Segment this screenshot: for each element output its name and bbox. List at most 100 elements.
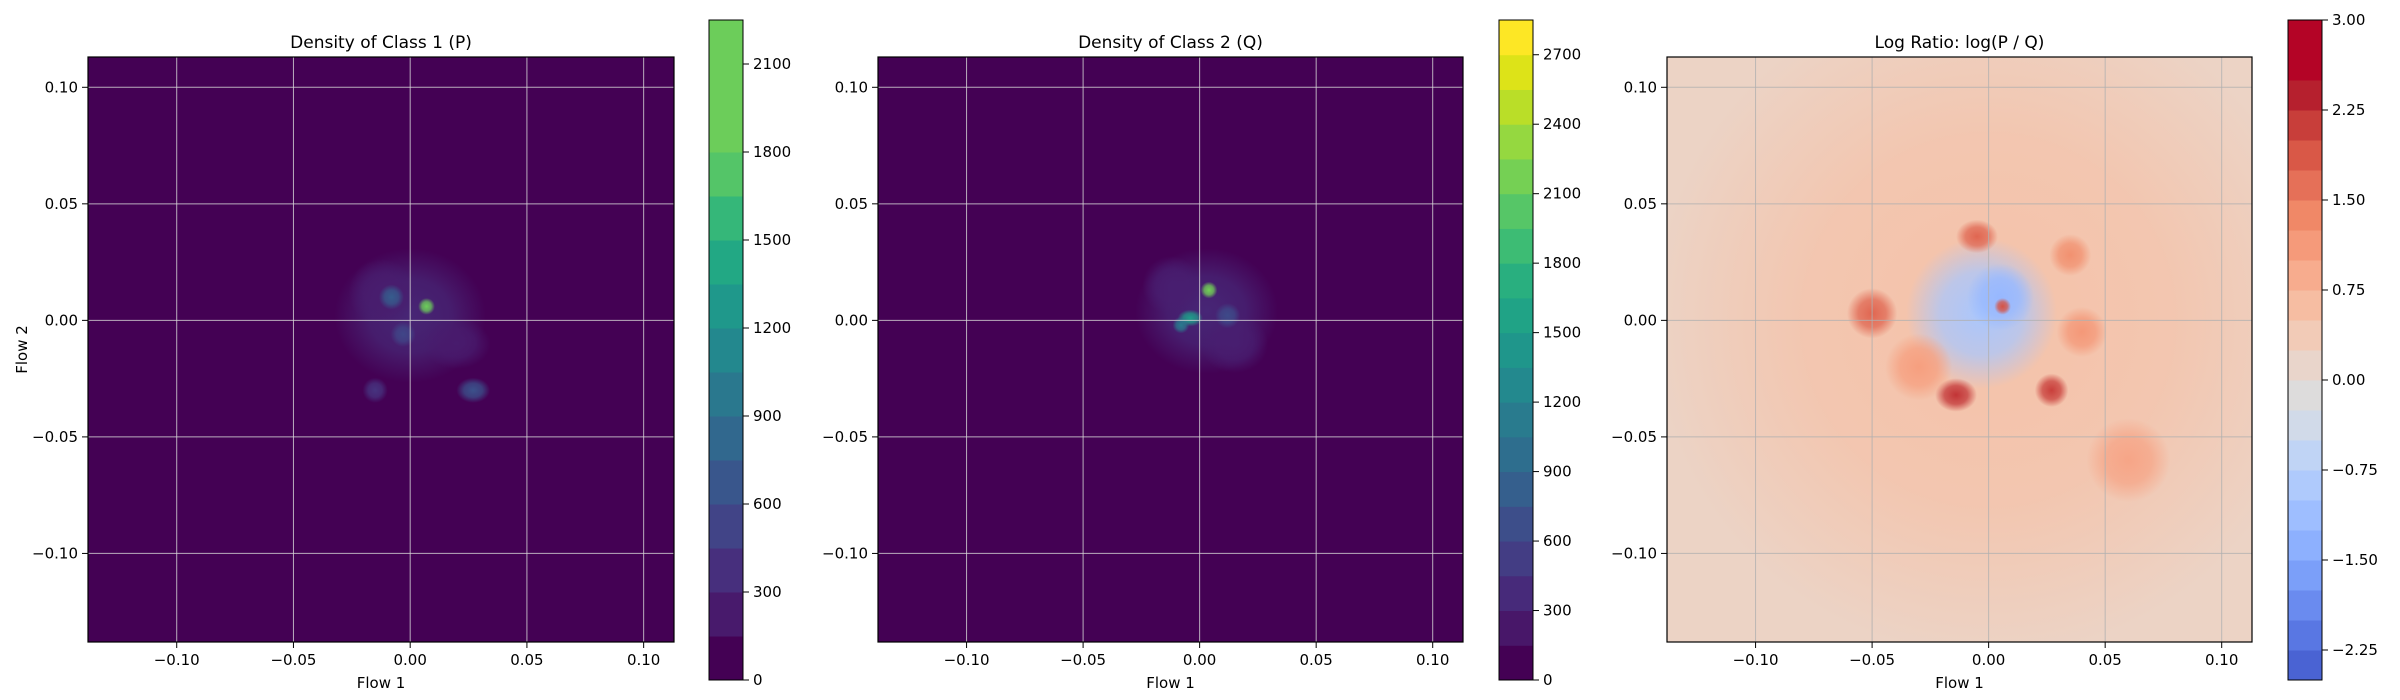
colorbar-segment <box>2288 380 2322 411</box>
density-blob <box>2056 306 2108 358</box>
chart-title: Density of Class 2 (Q) <box>1078 33 1263 53</box>
colorbar-tick-label: 600 <box>1543 532 1572 550</box>
x-tick-label: 0.10 <box>627 651 660 669</box>
colorbar-segment <box>709 196 743 241</box>
axes-frame <box>87 56 675 643</box>
colorbar-segment <box>1499 263 1533 299</box>
x-tick-label: 0.00 <box>393 651 426 669</box>
colorbar-segment <box>1499 575 1533 612</box>
colorbar-segment <box>709 64 743 109</box>
y-tick-label: −0.10 <box>822 544 868 562</box>
colorbar-segment <box>2288 620 2322 651</box>
colorbar-tick-label: 1.50 <box>2332 191 2365 209</box>
x-tick-label: −0.10 <box>154 651 200 669</box>
colorbar-segment <box>2288 110 2322 141</box>
x-tick-label: 0.00 <box>1972 651 2005 669</box>
panel-2: −0.10 −0.05 0.00 0.05 0.10 −0.10 −0.05 0.00 0.05… <box>822 19 1581 692</box>
panel-3: −0.10 −0.05 0.00 0.05 0.10 −0.10 −0.05 0.00 0.05… <box>1611 11 2378 692</box>
colorbar-segment <box>709 548 743 593</box>
colorbar-segment <box>709 416 743 461</box>
colorbar-segment <box>1499 54 1533 90</box>
colorbar-segment <box>709 328 743 373</box>
colorbar-segment <box>1499 402 1533 438</box>
x-tick-label: −0.05 <box>270 651 316 669</box>
density-blob <box>378 284 405 310</box>
colorbar-segment <box>1499 332 1533 368</box>
y-tick-label: 0.00 <box>835 311 868 329</box>
colorbar-tick-label: 1500 <box>1543 324 1581 342</box>
y-tick-label: 0.05 <box>45 195 78 213</box>
x-tick-label: 0.10 <box>1416 651 1449 669</box>
density-blob <box>1956 219 1998 254</box>
colorbar-tick-label: 1500 <box>753 231 791 249</box>
x-tick-label: −0.05 <box>1060 651 1106 669</box>
colorbar-segment <box>2288 140 2322 171</box>
colorbar-tick-label: −0.75 <box>2332 461 2378 479</box>
colorbar-tick-label: −2.25 <box>2332 641 2378 659</box>
panel-1: −0.10 −0.05 0.00 0.05 0.10 −0.10 −0.05 0.00 0.05… <box>13 19 791 692</box>
plot-area <box>1667 57 2252 642</box>
colorbar-segment <box>2288 590 2322 621</box>
colorbar-segment <box>2288 440 2322 471</box>
colorbar-segment <box>1499 158 1533 195</box>
colorbar-segment <box>2288 290 2322 321</box>
colorbar-tick-label: 1800 <box>753 143 791 161</box>
y-tick-label: −0.05 <box>822 428 868 446</box>
axes-frame <box>1666 56 2253 643</box>
colorbar-segment <box>709 504 743 549</box>
colorbar-segment <box>709 592 743 637</box>
colorbar-segment <box>2288 470 2322 501</box>
y-tick-label: 0.05 <box>1624 195 1657 213</box>
colorbar-segment <box>709 636 743 681</box>
colorbar-segment <box>2288 530 2322 561</box>
chart-title: Log Ratio: log(P / Q) <box>1875 33 2045 53</box>
y-tick-label: −0.05 <box>1611 428 1657 446</box>
colorbar-segment <box>1499 436 1533 473</box>
density-blob <box>1966 263 2034 331</box>
x-tick-label: 0.05 <box>2088 651 2121 669</box>
density-blob <box>1885 333 1953 401</box>
colorbar-segment <box>2288 80 2322 111</box>
colorbar-segment <box>2288 230 2322 261</box>
colorbar-tick-label: 2100 <box>753 55 791 73</box>
density-blob <box>1215 303 1241 329</box>
colorbar-tick-label: 2.25 <box>2332 101 2365 119</box>
colorbar-segment <box>1499 471 1533 507</box>
y-tick-label: 0.00 <box>45 311 78 329</box>
colorbar-tick-label: 0 <box>1543 671 1553 689</box>
colorbar-segment <box>709 240 743 285</box>
colorbar-tick-label: 3.00 <box>2332 11 2365 29</box>
colorbar-tick-label: 1200 <box>753 319 791 337</box>
x-tick-label: 0.00 <box>1183 651 1216 669</box>
colorbar-segment <box>709 20 743 65</box>
density-blob <box>418 297 435 315</box>
density-blob <box>1142 256 1202 315</box>
colorbar-segment <box>2288 200 2322 231</box>
colorbar-segment <box>1499 297 1533 334</box>
colorbar-segment <box>2288 350 2322 381</box>
density-blob <box>1172 316 1190 334</box>
colorbar-segment <box>2288 500 2322 531</box>
colorbar-segment <box>1499 367 1533 403</box>
colorbar-segment <box>2288 260 2322 291</box>
colorbar-segment <box>2288 650 2322 681</box>
x-tick-label: 0.10 <box>2205 651 2238 669</box>
colorbar-tick-label: 2100 <box>1543 185 1581 203</box>
colorbar-tick-label: 300 <box>1543 602 1572 620</box>
x-axis-label: Flow 1 <box>1146 674 1195 692</box>
colorbar-tick-label: 2700 <box>1543 46 1581 64</box>
colorbar-segment <box>1499 193 1533 229</box>
colorbar-segment <box>1499 89 1533 125</box>
density-blob <box>1994 297 2012 315</box>
y-tick-label: 0.05 <box>835 195 868 213</box>
colorbar-frame <box>1498 19 1534 681</box>
x-tick-label: −0.05 <box>1849 651 1895 669</box>
colorbar-segment <box>709 152 743 197</box>
colorbar-tick-label: −1.50 <box>2332 551 2378 569</box>
colorbar-segment <box>1499 124 1533 160</box>
colorbar-tick-label: 600 <box>753 495 782 513</box>
colorbar-segment <box>2288 320 2322 351</box>
colorbar: 0 300 600 900 1200 1500 1800 2100 2400 2700 <box>1498 19 1581 689</box>
density-blob <box>2034 373 2069 408</box>
